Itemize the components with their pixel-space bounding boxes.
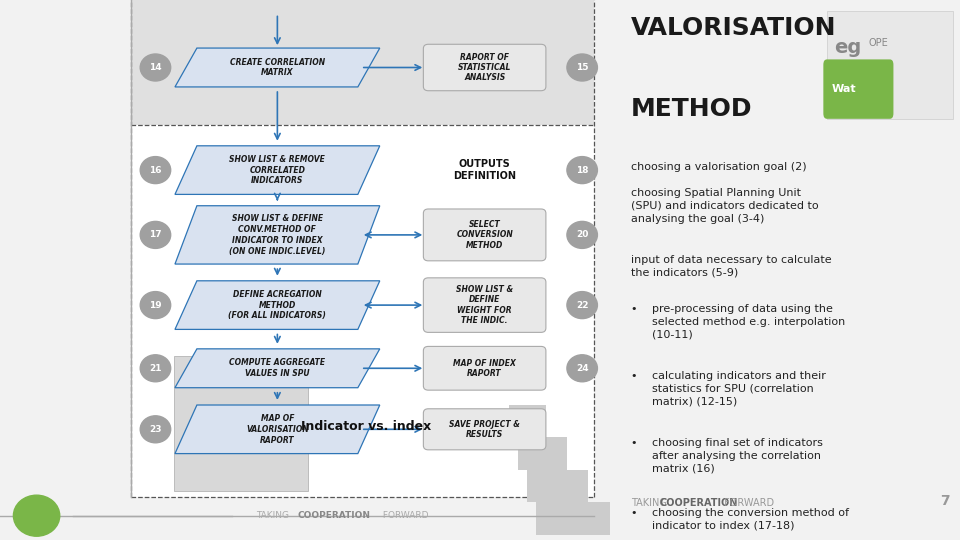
Text: eg: eg xyxy=(834,38,861,57)
FancyBboxPatch shape xyxy=(527,470,588,502)
Circle shape xyxy=(140,221,171,248)
Text: RAPORT OF
STATISTICAL
ANALYSIS: RAPORT OF STATISTICAL ANALYSIS xyxy=(458,52,512,83)
Circle shape xyxy=(140,292,171,319)
Text: SAVE PROJECT &
RESULTS: SAVE PROJECT & RESULTS xyxy=(449,420,520,439)
Circle shape xyxy=(567,54,597,81)
Circle shape xyxy=(567,221,597,248)
Text: TAKING: TAKING xyxy=(631,497,670,508)
Text: DEFINE ACREGATION
METHOD
(FOR ALL INDICATORS): DEFINE ACREGATION METHOD (FOR ALL INDICA… xyxy=(228,290,326,320)
Text: choosing Spatial Planning Unit
(SPU) and indicators dedicated to
analysing the g: choosing Spatial Planning Unit (SPU) and… xyxy=(631,188,818,224)
Text: METHOD: METHOD xyxy=(631,97,752,121)
Text: 7: 7 xyxy=(940,494,949,508)
Text: SHOW LIST & REMOVE
CORRELATED
INDICATORS: SHOW LIST & REMOVE CORRELATED INDICATORS xyxy=(229,155,325,185)
Text: FORWARD: FORWARD xyxy=(721,497,774,508)
Polygon shape xyxy=(175,281,380,329)
Circle shape xyxy=(140,416,171,443)
Circle shape xyxy=(140,355,171,382)
Text: •: • xyxy=(631,371,637,381)
FancyBboxPatch shape xyxy=(423,209,546,261)
FancyBboxPatch shape xyxy=(824,59,894,119)
Text: •: • xyxy=(631,304,637,314)
Text: 16: 16 xyxy=(149,166,161,174)
Circle shape xyxy=(140,157,171,184)
Polygon shape xyxy=(175,206,380,264)
Circle shape xyxy=(140,54,171,81)
FancyBboxPatch shape xyxy=(509,405,545,437)
Text: input of data necessary to calculate
the indicators (5-9): input of data necessary to calculate the… xyxy=(631,255,831,278)
Text: SELECT
CONVERSION
METHOD: SELECT CONVERSION METHOD xyxy=(456,220,513,250)
Text: •: • xyxy=(631,508,637,518)
Text: FORWARD: FORWARD xyxy=(380,511,428,520)
Polygon shape xyxy=(175,146,380,194)
FancyBboxPatch shape xyxy=(132,125,594,497)
Text: Wat: Wat xyxy=(832,84,856,94)
Text: COOPERATION: COOPERATION xyxy=(660,497,737,508)
Text: 24: 24 xyxy=(576,364,588,373)
FancyBboxPatch shape xyxy=(423,347,546,390)
Text: COMPUTE AGGREGATE
VALUES IN SPU: COMPUTE AGGREGATE VALUES IN SPU xyxy=(229,359,325,378)
FancyBboxPatch shape xyxy=(423,278,546,332)
Text: 22: 22 xyxy=(576,301,588,309)
Text: •: • xyxy=(631,438,637,448)
FancyBboxPatch shape xyxy=(132,0,594,125)
Text: SHOW LIST &
DEFINE
WEIGHT FOR
THE INDIC.: SHOW LIST & DEFINE WEIGHT FOR THE INDIC. xyxy=(456,285,514,325)
Text: MAP OF INDEX
RAPORT: MAP OF INDEX RAPORT xyxy=(453,359,516,378)
Polygon shape xyxy=(175,349,380,388)
Text: pre-processing of data using the
selected method e.g. interpolation
(10-11): pre-processing of data using the selecte… xyxy=(652,304,845,340)
Polygon shape xyxy=(175,405,380,454)
Text: Indicator vs. index: Indicator vs. index xyxy=(300,420,431,433)
Text: TAKING: TAKING xyxy=(256,511,292,520)
FancyBboxPatch shape xyxy=(537,502,610,535)
Text: choosing final set of indicators
after analysing the correlation
matrix (16): choosing final set of indicators after a… xyxy=(652,438,823,474)
Circle shape xyxy=(567,157,597,184)
FancyBboxPatch shape xyxy=(827,11,953,119)
FancyBboxPatch shape xyxy=(174,356,308,491)
FancyBboxPatch shape xyxy=(518,437,567,470)
Text: MAP OF
VALORISATION
RAPORT: MAP OF VALORISATION RAPORT xyxy=(246,414,309,444)
Text: COOPERATION: COOPERATION xyxy=(298,511,371,520)
Text: VALORISATION: VALORISATION xyxy=(631,16,836,40)
Circle shape xyxy=(13,495,60,536)
Text: CREATE CORRELATION
MATRIX: CREATE CORRELATION MATRIX xyxy=(229,58,324,77)
Text: 21: 21 xyxy=(149,364,161,373)
Text: choosing the conversion method of
indicator to index (17-18): choosing the conversion method of indica… xyxy=(652,508,849,530)
Text: choosing a valorisation goal (2): choosing a valorisation goal (2) xyxy=(631,162,806,172)
Text: 18: 18 xyxy=(576,166,588,174)
Text: calculating indicators and their
statistics for SPU (correlation
matrix) (12-15): calculating indicators and their statist… xyxy=(652,371,826,407)
Circle shape xyxy=(567,355,597,382)
Text: 20: 20 xyxy=(576,231,588,239)
Text: 17: 17 xyxy=(149,231,162,239)
Text: 14: 14 xyxy=(149,63,162,72)
Text: 23: 23 xyxy=(149,425,161,434)
Polygon shape xyxy=(175,48,380,87)
Text: OUTPUTS
DEFINITION: OUTPUTS DEFINITION xyxy=(453,159,516,181)
Text: 15: 15 xyxy=(576,63,588,72)
Text: SHOW LIST & DEFINE
CONV.METHOD OF
INDICATOR TO INDEX
(ON ONE INDIC.LEVEL): SHOW LIST & DEFINE CONV.METHOD OF INDICA… xyxy=(229,214,325,255)
Circle shape xyxy=(567,292,597,319)
Text: OPE: OPE xyxy=(869,38,889,48)
FancyBboxPatch shape xyxy=(423,409,546,450)
FancyBboxPatch shape xyxy=(423,44,546,91)
Text: 19: 19 xyxy=(149,301,162,309)
